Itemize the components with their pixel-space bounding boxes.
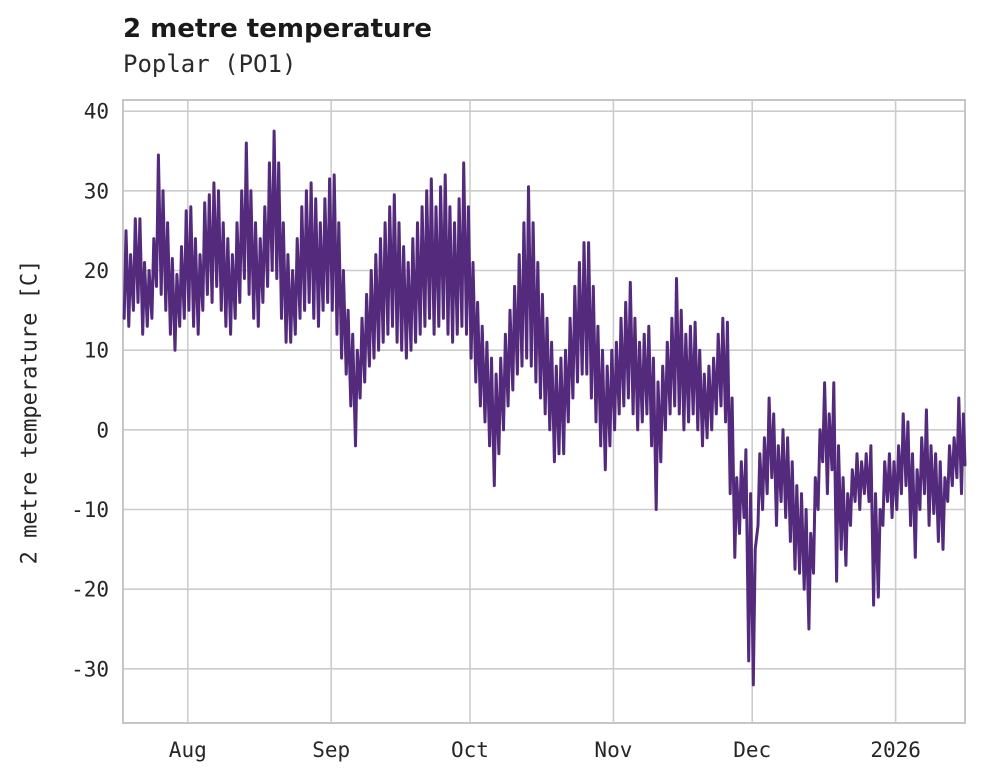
y-tick-label: 20 [84, 259, 109, 283]
x-tick-label: 2026 [870, 738, 921, 762]
chart-title: 2 metre temperature [123, 14, 432, 44]
y-tick-label: -20 [71, 578, 109, 602]
y-tick-label: -10 [71, 498, 109, 522]
x-tick-label: Dec [733, 738, 771, 762]
x-tick-label: Sep [312, 738, 350, 762]
y-tick-label: -30 [71, 657, 109, 681]
y-tick-label: 10 [84, 339, 109, 363]
y-tick-label: 0 [96, 418, 109, 442]
y-tick-label: 40 [84, 100, 109, 124]
x-tick-label: Nov [594, 738, 632, 762]
chart-subtitle: Poplar (PO1) [123, 50, 297, 78]
y-axis-label: 2 metre temperature [C] [17, 259, 43, 565]
plot-border [122, 99, 966, 724]
x-tick-label: Aug [169, 738, 207, 762]
temperature-line [122, 129, 967, 687]
y-tick-label: 30 [84, 179, 109, 203]
x-tick-label: Oct [451, 738, 489, 762]
